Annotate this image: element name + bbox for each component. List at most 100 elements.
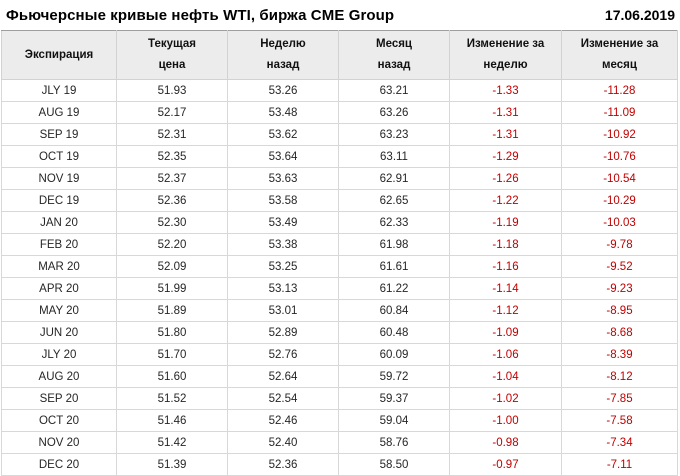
cell-month-ago: 58.50: [338, 453, 450, 476]
table-row: JLY 20 51.70 52.76 60.09 -1.06 -8.39: [1, 343, 678, 366]
cell-week-change: -1.04: [449, 365, 562, 388]
cell-month-change: -8.12: [561, 365, 678, 388]
cell-week-change: -1.31: [449, 101, 562, 124]
cell-week-ago: 53.62: [227, 123, 339, 146]
cell-week-change: -1.14: [449, 277, 562, 300]
cell-expiration: APR 20: [1, 277, 117, 300]
cell-month-ago: 60.09: [338, 343, 450, 366]
cell-week-ago: 53.49: [227, 211, 339, 234]
cell-month-change: -10.29: [561, 189, 678, 212]
cell-current-price: 52.37: [116, 167, 228, 190]
cell-month-change: -10.54: [561, 167, 678, 190]
cell-week-change: -1.19: [449, 211, 562, 234]
table-row: AUG 20 51.60 52.64 59.72 -1.04 -8.12: [1, 365, 678, 388]
table-row: FEB 20 52.20 53.38 61.98 -1.18 -9.78: [1, 233, 678, 256]
cell-week-change: -1.12: [449, 299, 562, 322]
cell-month-change: -9.78: [561, 233, 678, 256]
cell-month-ago: 60.84: [338, 299, 450, 322]
table-row: MAR 20 52.09 53.25 61.61 -1.16 -9.52: [1, 255, 678, 278]
cell-month-ago: 62.33: [338, 211, 450, 234]
cell-week-change: -1.00: [449, 409, 562, 432]
table-row: SEP 19 52.31 53.62 63.23 -1.31 -10.92: [1, 123, 678, 146]
cell-week-ago: 53.48: [227, 101, 339, 124]
cell-current-price: 51.52: [116, 387, 228, 410]
cell-expiration: SEP 20: [1, 387, 117, 410]
cell-month-change: -7.34: [561, 431, 678, 454]
cell-week-change: -1.09: [449, 321, 562, 344]
column-header-month-ago: Месяц назад: [338, 30, 450, 80]
cell-expiration: DEC 19: [1, 189, 117, 212]
cell-week-change: -1.06: [449, 343, 562, 366]
cell-month-ago: 61.98: [338, 233, 450, 256]
title-bar: Фьючерсные кривые нефть WTI, биржа CME G…: [0, 0, 680, 30]
cell-current-price: 51.99: [116, 277, 228, 300]
cell-expiration: JAN 20: [1, 211, 117, 234]
table-row: JUN 20 51.80 52.89 60.48 -1.09 -8.68: [1, 321, 678, 344]
cell-month-ago: 63.26: [338, 101, 450, 124]
cell-expiration: FEB 20: [1, 233, 117, 256]
cell-current-price: 51.60: [116, 365, 228, 388]
column-header-week-change: Изменение за неделю: [449, 30, 562, 80]
cell-month-change: -11.09: [561, 101, 678, 124]
cell-month-ago: 61.61: [338, 255, 450, 278]
cell-current-price: 52.09: [116, 255, 228, 278]
cell-month-change: -7.58: [561, 409, 678, 432]
cell-month-change: -7.85: [561, 387, 678, 410]
cell-expiration: JUN 20: [1, 321, 117, 344]
cell-week-ago: 52.54: [227, 387, 339, 410]
cell-week-change: -1.31: [449, 123, 562, 146]
report-date: 17.06.2019: [604, 7, 675, 23]
cell-week-ago: 53.26: [227, 79, 339, 102]
cell-week-ago: 52.76: [227, 343, 339, 366]
cell-current-price: 51.42: [116, 431, 228, 454]
cell-current-price: 51.70: [116, 343, 228, 366]
cell-month-ago: 59.04: [338, 409, 450, 432]
cell-current-price: 52.35: [116, 145, 228, 168]
cell-expiration: OCT 20: [1, 409, 117, 432]
cell-week-change: -1.29: [449, 145, 562, 168]
table-row: AUG 19 52.17 53.48 63.26 -1.31 -11.09: [1, 101, 678, 124]
cell-expiration: MAR 20: [1, 255, 117, 278]
cell-month-ago: 63.11: [338, 145, 450, 168]
cell-month-change: -8.95: [561, 299, 678, 322]
cell-week-change: -1.22: [449, 189, 562, 212]
cell-week-ago: 53.38: [227, 233, 339, 256]
cell-week-ago: 52.36: [227, 453, 339, 476]
table-row: NOV 20 51.42 52.40 58.76 -0.98 -7.34: [1, 431, 678, 454]
cell-week-change: -1.18: [449, 233, 562, 256]
cell-week-ago: 53.25: [227, 255, 339, 278]
cell-month-change: -7.11: [561, 453, 678, 476]
cell-month-change: -8.68: [561, 321, 678, 344]
table-row: JAN 20 52.30 53.49 62.33 -1.19 -10.03: [1, 211, 678, 234]
cell-week-change: -1.33: [449, 79, 562, 102]
column-header-current-price: Текущая цена: [116, 30, 228, 80]
cell-week-change: -0.98: [449, 431, 562, 454]
cell-week-change: -1.26: [449, 167, 562, 190]
cell-current-price: 51.89: [116, 299, 228, 322]
cell-month-change: -11.28: [561, 79, 678, 102]
cell-current-price: 51.93: [116, 79, 228, 102]
cell-week-ago: 53.01: [227, 299, 339, 322]
cell-month-change: -10.76: [561, 145, 678, 168]
futures-table: Экспирация Текущая цена Неделю назад Месяц …: [1, 30, 678, 476]
cell-expiration: AUG 20: [1, 365, 117, 388]
cell-week-change: -1.16: [449, 255, 562, 278]
cell-current-price: 52.36: [116, 189, 228, 212]
cell-month-ago: 61.22: [338, 277, 450, 300]
table-row: JLY 19 51.93 53.26 63.21 -1.33 -11.28: [1, 79, 678, 102]
cell-week-ago: 53.63: [227, 167, 339, 190]
table-row: NOV 19 52.37 53.63 62.91 -1.26 -10.54: [1, 167, 678, 190]
cell-week-change: -1.02: [449, 387, 562, 410]
cell-expiration: DEC 20: [1, 453, 117, 476]
header-row: Экспирация Текущая цена Неделю назад Месяц …: [1, 30, 678, 80]
column-header-expiration: Экспирация: [1, 30, 117, 80]
cell-month-change: -8.39: [561, 343, 678, 366]
table-row: SEP 20 51.52 52.54 59.37 -1.02 -7.85: [1, 387, 678, 410]
table-row: OCT 20 51.46 52.46 59.04 -1.00 -7.58: [1, 409, 678, 432]
cell-current-price: 52.30: [116, 211, 228, 234]
cell-expiration: JLY 19: [1, 79, 117, 102]
cell-expiration: OCT 19: [1, 145, 117, 168]
table-row: DEC 20 51.39 52.36 58.50 -0.97 -7.11: [1, 453, 678, 476]
cell-month-change: -10.03: [561, 211, 678, 234]
